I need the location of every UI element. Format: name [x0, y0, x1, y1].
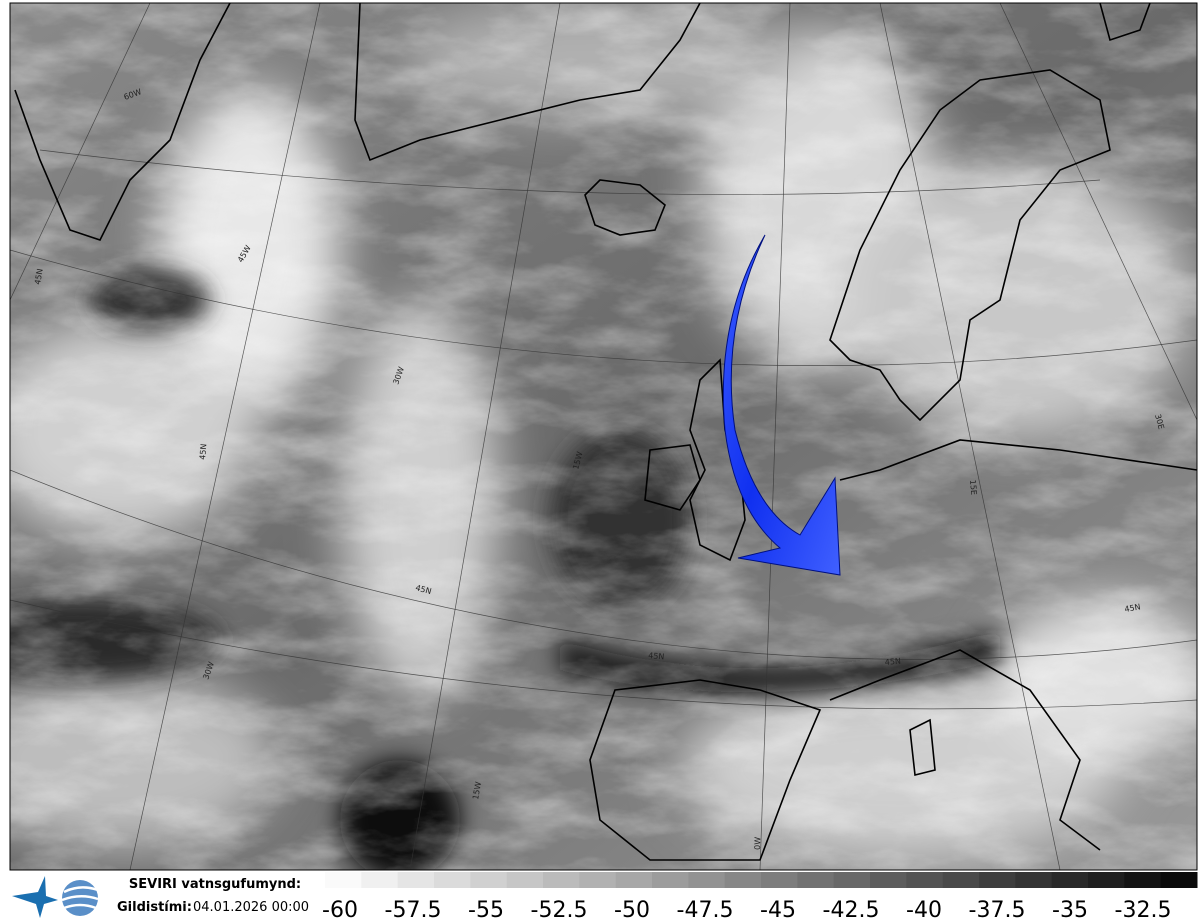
scale-swatch	[361, 872, 399, 888]
scale-label: -40	[906, 898, 942, 923]
scale-swatch	[833, 872, 871, 888]
scale-swatch	[797, 872, 835, 888]
scale-label: -60	[322, 898, 358, 923]
valid-time: 04.01.2026 00:00	[193, 900, 309, 915]
scale-label: -50	[614, 898, 650, 923]
scale-label: -57.5	[385, 898, 442, 923]
logo	[12, 876, 99, 918]
scale-label: -55	[468, 898, 504, 923]
scale-swatch	[470, 872, 508, 888]
arrow	[722, 234, 841, 576]
scale-swatch	[543, 872, 580, 888]
grid-label: 30E	[1153, 413, 1166, 430]
valid-label: Gildistími:	[117, 900, 192, 915]
scale-swatch	[942, 872, 980, 888]
scale-swatch	[724, 872, 762, 888]
scale-swatch	[1051, 872, 1089, 888]
product-title: SEVIRI vatnsgufumynd:	[129, 877, 301, 892]
grid-label: 45N	[884, 657, 901, 667]
grid-label: 0W	[753, 837, 762, 850]
scale-swatch	[979, 872, 1016, 888]
scale-swatch	[1088, 872, 1125, 888]
scale-swatch	[434, 872, 471, 888]
scale-label: -32.5	[1115, 898, 1172, 923]
scale-label: -37.5	[969, 898, 1026, 923]
grid-label: 45N	[1124, 602, 1141, 614]
scale-swatch	[906, 872, 944, 888]
grid-label: 45N	[414, 583, 432, 596]
scale-swatch	[652, 872, 689, 888]
grid-label: 45N	[648, 651, 665, 661]
scale-label: -45	[760, 898, 796, 923]
scale-swatch	[1124, 872, 1162, 888]
scale-swatch	[688, 872, 726, 888]
grid-label: 45N	[198, 443, 208, 460]
scale-swatch	[506, 872, 544, 888]
scale-swatch	[761, 872, 798, 888]
scale-label: -42.5	[823, 898, 880, 923]
map-frame	[9, 2, 1198, 871]
scale-swatch	[579, 872, 617, 888]
grid-label: 15W	[471, 781, 483, 800]
scale-swatch	[325, 872, 362, 888]
scale-label: -47.5	[677, 898, 734, 923]
scale-swatch	[1160, 872, 1198, 888]
scale-swatch	[1015, 872, 1053, 888]
scale-swatch	[870, 872, 907, 888]
color-scale: -60 -57.5 -55 -52.5 -50 -47.5 -45 -42.5 -40 -37.5…	[322, 872, 1198, 923]
scale-swatch	[397, 872, 435, 888]
scale-swatch	[615, 872, 653, 888]
graticule	[10, 3, 1197, 870]
scale-label: -52.5	[531, 898, 588, 923]
grid-label: 45N	[33, 268, 45, 285]
grid-label: 15E	[968, 479, 978, 495]
scale-label: -35	[1052, 898, 1088, 923]
